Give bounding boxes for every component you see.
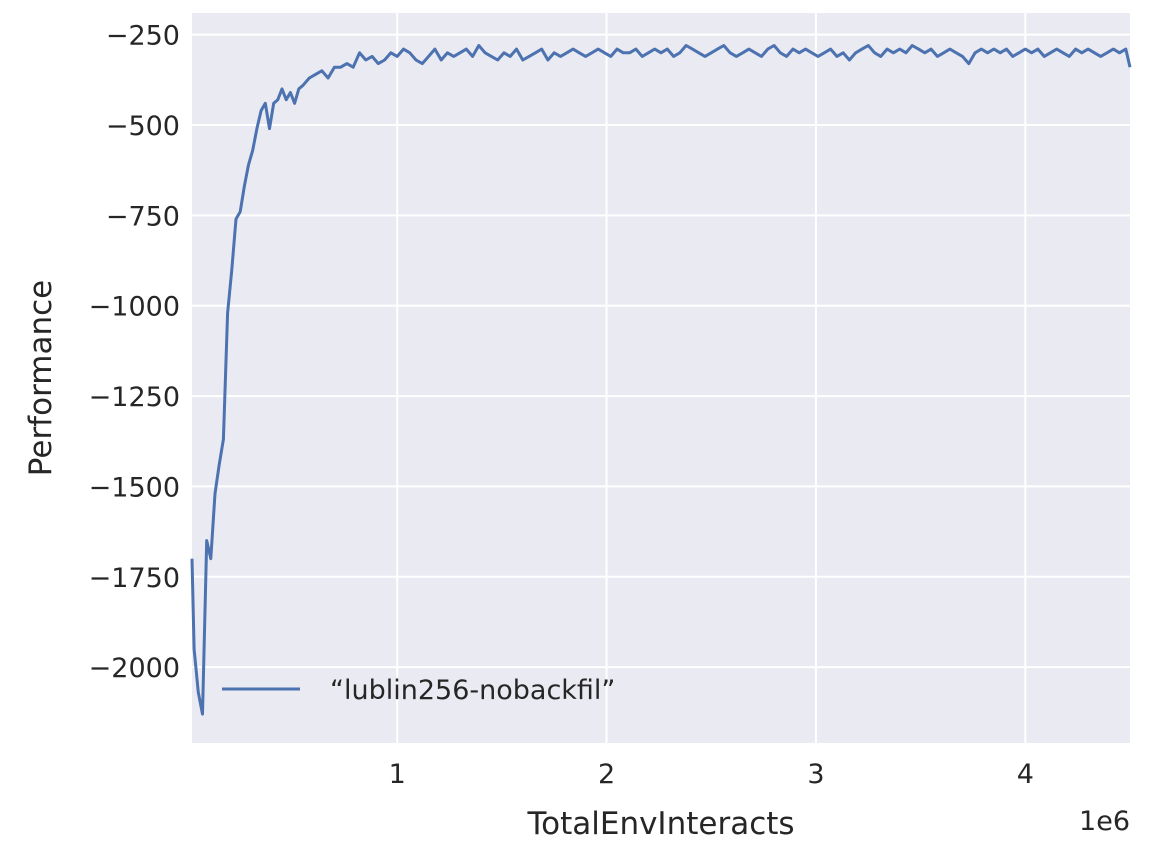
y-tick-label: −1000 [89,292,180,323]
y-tick-labels: −250 −500 −750 −1000 −1250 −1500 −1750 −2000 [89,21,180,684]
series-line [190,44,1132,716]
x-tick-label: 2 [598,759,615,790]
y-tick-label: −1500 [89,472,180,503]
plot-background [192,13,1130,743]
y-tick-label: −500 [106,111,180,142]
x-axis-label: TotalEnvInteracts [526,806,794,842]
y-tick-label: −250 [106,21,180,52]
x-tick-label: 1 [389,759,406,790]
series-layer [190,44,1132,716]
grid-lines [192,13,1130,743]
y-axis-label: Performance [23,280,59,476]
legend-entry-label: “lublin256-nobackfil” [330,675,615,706]
y-tick-label: −1250 [89,382,180,413]
y-tick-label: −750 [106,201,180,232]
x-tick-labels: 1 2 3 4 [389,759,1034,790]
y-tick-label: −2000 [89,653,180,684]
legend: “lublin256-nobackfil” [222,675,615,706]
y-tick-label: −1750 [89,563,180,594]
x-offset-label: 1e6 [1079,806,1130,837]
x-tick-label: 4 [1017,759,1034,790]
x-tick-label: 3 [807,759,824,790]
